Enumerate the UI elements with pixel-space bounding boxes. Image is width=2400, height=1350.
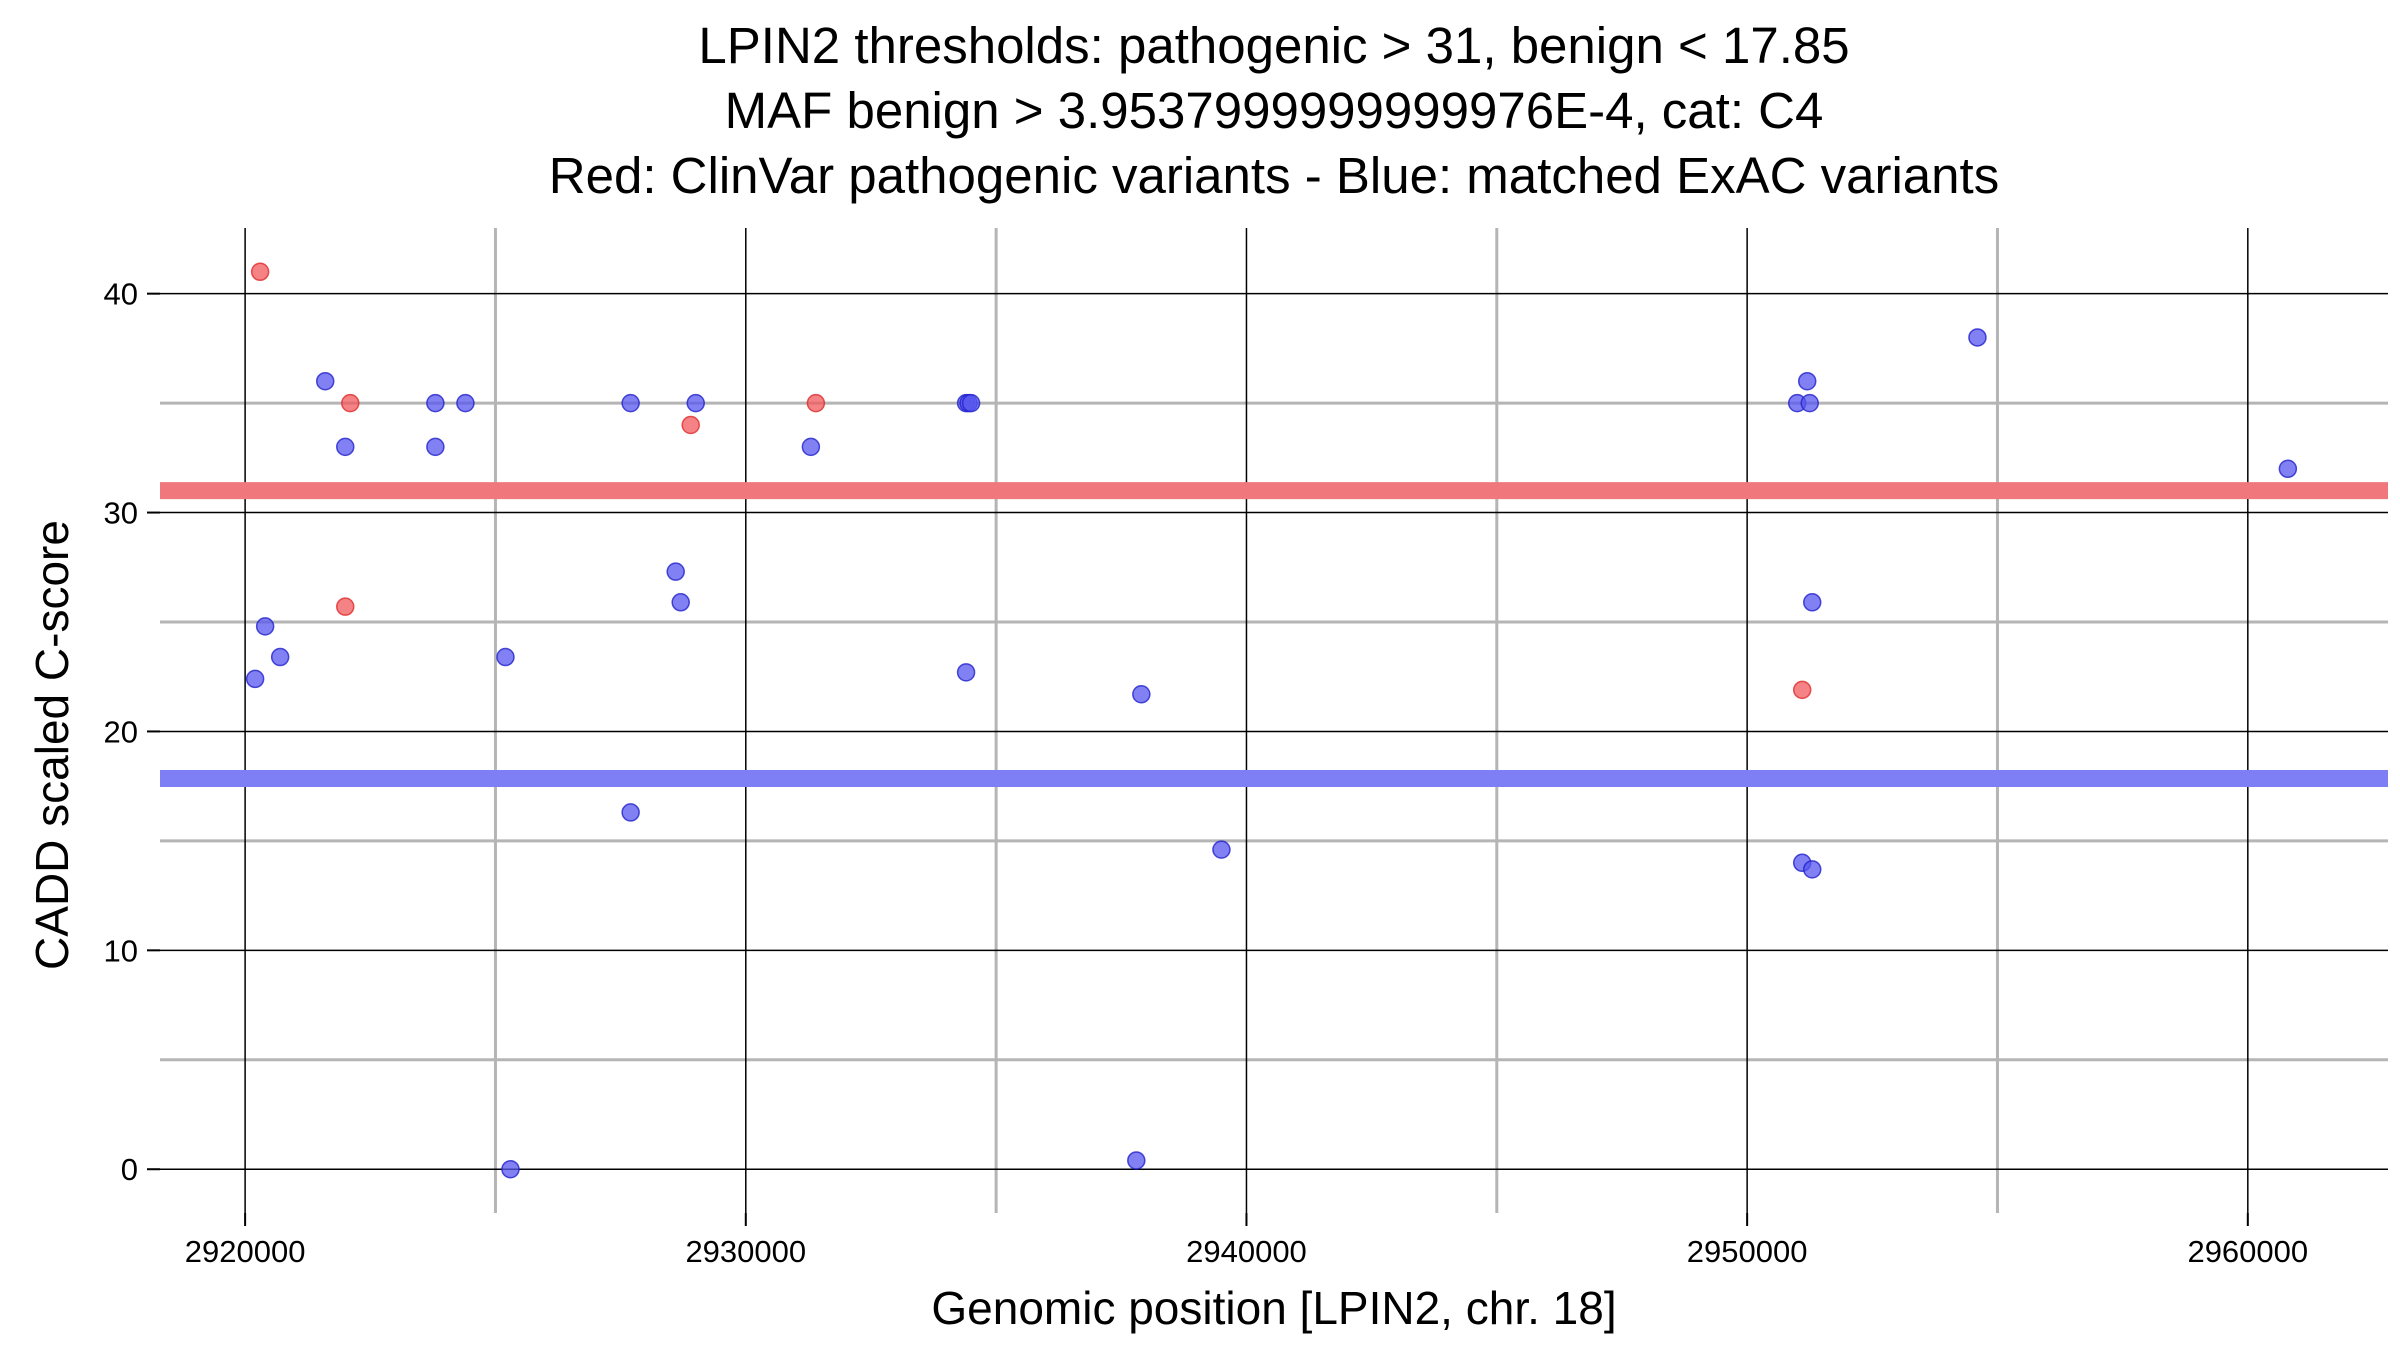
exac-variant-point (1968, 328, 1987, 347)
exac-variant-point (426, 437, 445, 457)
exac-variant-point (270, 647, 290, 667)
y-axis-title: CADD scaled C-score (26, 520, 78, 970)
exac-variant-point (1127, 1151, 1146, 1170)
exac-variant-point (245, 669, 265, 689)
pathogenic-variant-point (806, 393, 826, 413)
x-tick-label: 2950000 (1687, 1234, 1808, 1269)
exac-variant-point (671, 593, 690, 612)
pathogenic-variant-point (1792, 680, 1812, 700)
x-axis-title: Genomic position [LPIN2, chr. 18] (931, 1282, 1616, 1334)
y-tick-label: 40 (104, 277, 138, 312)
axis-ticks: 2920000 2930000 2940000 2950000 2960000 0 10 20… (104, 277, 2309, 1269)
y-tick-label: 20 (104, 714, 138, 749)
exac-variant-point (315, 371, 335, 391)
data-points (245, 262, 2298, 1179)
exac-variant-point (456, 393, 475, 413)
exac-variant-point (501, 1159, 520, 1179)
x-tick-label: 2930000 (685, 1234, 806, 1269)
exac-variant-point (621, 803, 640, 822)
exac-variant-point (666, 562, 685, 581)
x-tick-label: 2940000 (1186, 1234, 1307, 1269)
x-tick-label: 2960000 (2187, 1234, 2308, 1269)
exac-variant-point (686, 393, 705, 413)
pathogenic-variant-point (341, 393, 360, 413)
threshold-lines (160, 482, 2388, 788)
exac-variant-point (1800, 393, 1819, 413)
exac-variant-point (335, 437, 355, 457)
exac-variant-point (1797, 371, 1817, 391)
minor-gridlines (160, 228, 2388, 1213)
exac-variant-point (961, 393, 981, 413)
exac-variant-point (255, 617, 275, 636)
exac-variant-point (801, 437, 821, 457)
exac-variant-point (1132, 684, 1151, 704)
exac-variant-point (426, 393, 445, 413)
major-gridlines (160, 228, 2388, 1213)
exac-variant-point (496, 647, 515, 667)
pathogenic-variant-point (335, 597, 355, 616)
y-tick-label: 10 (104, 933, 138, 968)
y-tick-label: 30 (104, 496, 138, 531)
chart-title: LPIN2 thresholds: pathogenic > 31, benig… (549, 17, 1999, 204)
exac-variant-point (1212, 840, 1231, 859)
pathogenic-variant-point (681, 415, 700, 435)
pathogenic-variant-point (250, 262, 270, 282)
title-line-1: LPIN2 thresholds: pathogenic > 31, benig… (698, 17, 1849, 74)
title-line-2: MAF benign > 3.9537999999999976E-4, cat:… (725, 82, 1824, 139)
exac-variant-point (1802, 860, 1822, 879)
title-line-3: Red: ClinVar pathogenic variants - Blue:… (549, 147, 1999, 204)
exac-variant-point (956, 663, 976, 682)
exac-variant-point (621, 393, 640, 413)
exac-variant-point (1802, 593, 1822, 612)
exac-variant-point (2278, 459, 2298, 479)
y-tick-label: 0 (121, 1152, 138, 1187)
x-tick-label: 2920000 (185, 1234, 306, 1269)
